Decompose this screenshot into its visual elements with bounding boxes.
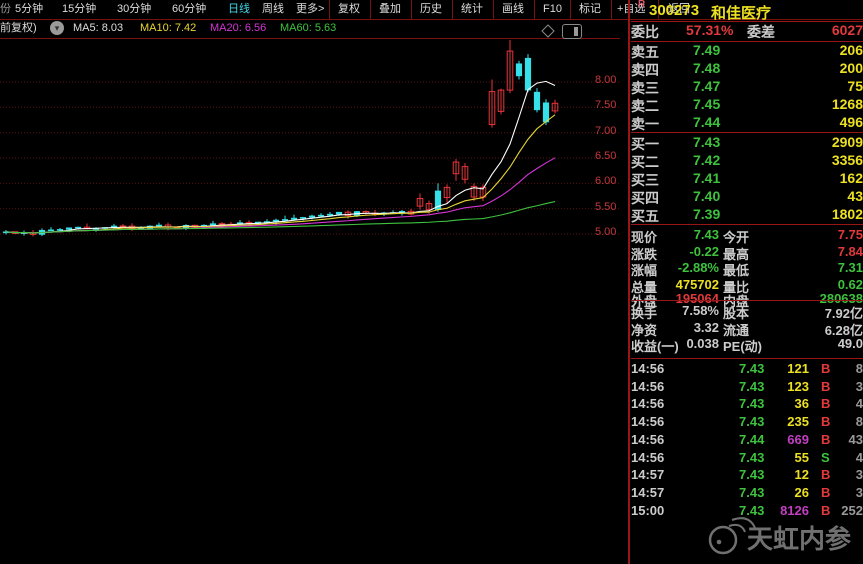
svg-text:天虹内参: 天虹内参 (747, 524, 851, 554)
